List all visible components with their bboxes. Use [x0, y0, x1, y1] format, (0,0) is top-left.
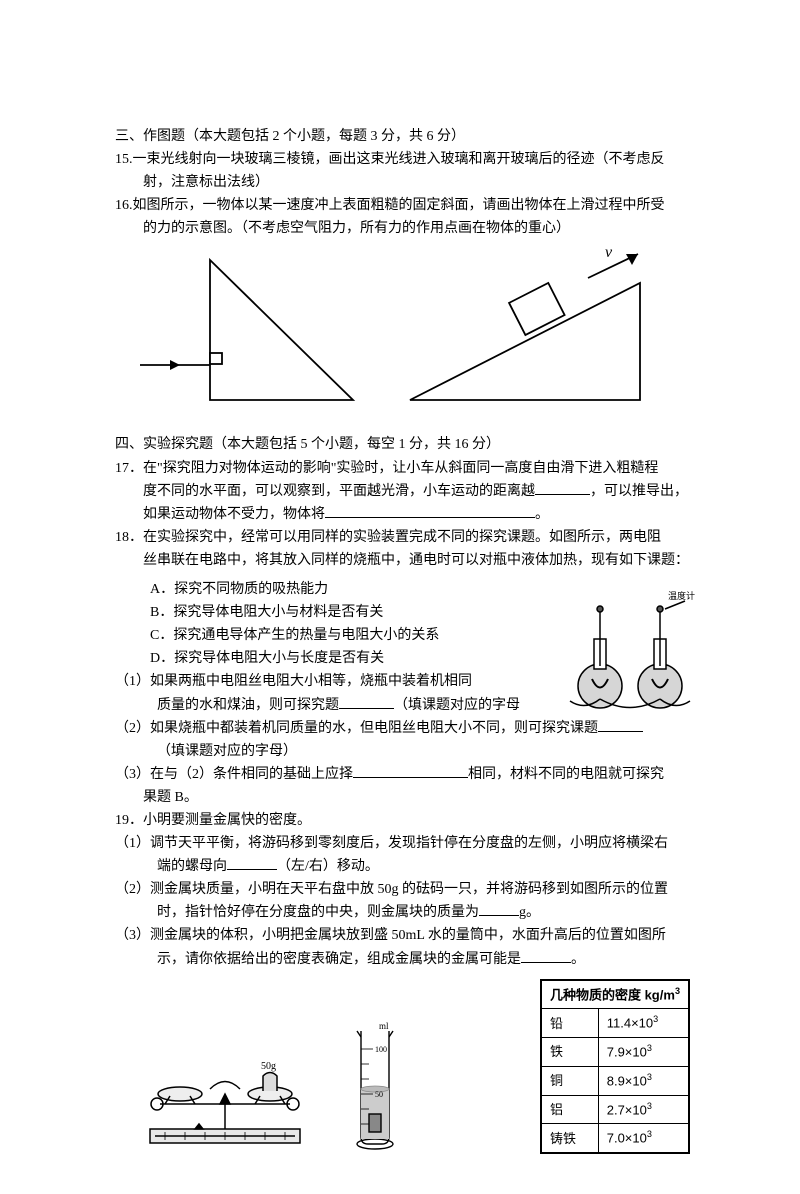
q19-sub3b-a: 示，请你依据给出的密度表确定，组成金属块的金属可能是 — [157, 952, 521, 967]
q18: 18．在实验探究中，经常可以用同样的实验装置完成不同的探究课题。如图所示，两电阻… — [115, 526, 690, 809]
q19-sub3b-b: 。 — [571, 952, 585, 967]
q18-sub2b: （填课题对应的字母） — [115, 740, 690, 763]
q19-sub1b-b: （左/右）移动。 — [277, 859, 379, 874]
q15-num: 15. — [115, 152, 133, 167]
exam-page: 三、作图题（本大题包括 2 个小题，每题 3 分，共 6 分） 15.一束光线射… — [0, 0, 800, 1194]
q16: 16.如图所示，一物体以某一速度冲上表面粗糙的固定斜面，请画出物体在上滑过程中所… — [115, 194, 690, 240]
q19-sub2-blank — [479, 901, 519, 916]
cyl-tick-100: 100 — [375, 1045, 387, 1054]
q18-l2: 丝串联在电路中，将其放入同样的烧瓶中，通电时可以对瓶中液体加热，现有如下课题： — [115, 549, 690, 572]
table-row: 铝2.7×103 — [541, 1095, 689, 1124]
section4-title: 四、实验探究题（本大题包括 5 个小题，每空 1 分，共 16 分） — [115, 433, 690, 456]
thermometer-label: 温度计 — [668, 591, 695, 601]
cyl-unit: ml — [379, 1021, 389, 1031]
weight-label: 50g — [261, 1061, 276, 1072]
q15-text1: 一束光线射向一块玻璃三棱镜，画出这束光线进入玻璃和离开玻璃后的径迹（不考虑反 — [133, 152, 665, 167]
table-row: 铸铁7.0×103 — [541, 1124, 689, 1153]
q19-sub1a: （1）调节天平平衡，将游码移到零刻度后，发现指针停在分度盘的左侧，小明应将横梁右 — [115, 832, 690, 855]
section3-title: 三、作图题（本大题包括 2 个小题，每题 3 分，共 6 分） — [115, 125, 690, 148]
q18-sub2a: （2）如果烧瓶中都装着机同质量的水，但电阻丝电阻大小不同，则可探究课题 — [115, 721, 598, 736]
q19-sub2a: （2）测金属块质量，小明在天平右盘中放 50g 的砝码一只，并将游码移到如图所示… — [115, 878, 690, 901]
q17-l3a: 如果运动物体不受力，物体将 — [143, 507, 325, 522]
q19: 19．小明要测量金属快的密度。 （1）调节天平平衡，将游码移到零刻度后，发现指针… — [115, 809, 690, 971]
q17: 17．在"探究阻力对物体运动的影响"实验时，让小车从斜面同一高度自由滑下进入粗糙… — [115, 457, 690, 526]
q19-sub1b-a: 端的螺母向 — [157, 859, 227, 874]
q17-l2a: 度不同的水平面，可以观察到，平面越光滑，小车运动的距离越 — [143, 484, 535, 499]
q17-blank2 — [325, 503, 535, 518]
q17-num: 17． — [115, 461, 143, 476]
table-row: 铅11.4×103 — [541, 1009, 689, 1038]
cyl-tick-50: 50 — [375, 1090, 383, 1099]
q18-num: 18． — [115, 530, 143, 545]
flask-apparatus-figure: 温度计 — [560, 591, 700, 721]
q19-sub1-blank — [227, 855, 277, 870]
figures-row-2: 50g ml 100 50 — [115, 971, 690, 1155]
q18-l1: 在实验探究中，经常可以用同样的实验装置完成不同的探究课题。如图所示，两电阻 — [143, 530, 661, 545]
q19-sub3-blank — [521, 948, 571, 963]
q17-l2b: ，可以推导出， — [590, 484, 688, 499]
q15-text2: 射，注意标出法线） — [115, 171, 690, 194]
q19-num: 19． — [115, 813, 143, 828]
balance-scale-figure: 50g — [135, 1054, 320, 1154]
q17-l3b: 。 — [535, 507, 549, 522]
q17-l1: 在"探究阻力对物体运动的影响"实验时，让小车从斜面同一高度自由滑下进入粗糙程 — [143, 461, 658, 476]
q19-sub2b-b: g。 — [519, 905, 540, 920]
velocity-label: v — [605, 245, 613, 261]
q18-sub1-blank — [339, 694, 394, 709]
table-row: 铜8.9×103 — [541, 1066, 689, 1095]
q18-sub3-blank — [353, 763, 468, 778]
q19-l1: 小明要测量金属快的密度。 — [143, 813, 311, 828]
q16-text2: 的力的示意图。（不考虑空气阻力，所有力的作用点画在物体的重心） — [115, 217, 690, 240]
q19-sub3a: （3）测金属块的体积，小明把金属块放到盛 50mL 水的量筒中，水面升高后的位置… — [115, 924, 690, 947]
q18-sub3c: 果题 B。 — [115, 786, 690, 809]
cylinder-figure: ml 100 50 — [345, 1019, 405, 1154]
q16-num: 16. — [115, 198, 133, 213]
q19-sub2b-a: 时，指针恰好停在分度盘的中央，则金属块的质量为 — [157, 905, 479, 920]
q18-sub1b-a: 质量的水和煤油，则可探究题 — [157, 698, 339, 713]
table-row: 铁7.9×103 — [541, 1038, 689, 1067]
q18-sub3a: （3）在与（2）条件相同的基础上应择 — [115, 767, 353, 782]
prism-figure — [135, 245, 365, 415]
density-table: 几种物质的密度 kg/m3 铅11.4×103 铁7.9×103 铜8.9×10… — [540, 979, 690, 1155]
density-table-title: 几种物质的密度 kg/m3 — [541, 980, 689, 1009]
q18-sub1b-b: （填课题对应的字母 — [394, 698, 520, 713]
q15: 15.一束光线射向一块玻璃三棱镜，画出这束光线进入玻璃和离开玻璃后的径迹（不考虑… — [115, 148, 690, 194]
q17-blank1 — [535, 480, 590, 495]
q18-sub3b: 相同，材料不同的电阻就可探究 — [468, 767, 664, 782]
q16-text1: 如图所示，一物体以某一速度冲上表面粗糙的固定斜面，请画出物体在上滑过程中所受 — [133, 198, 665, 213]
figures-row-1: v — [115, 240, 690, 425]
incline-figure: v — [395, 245, 655, 410]
